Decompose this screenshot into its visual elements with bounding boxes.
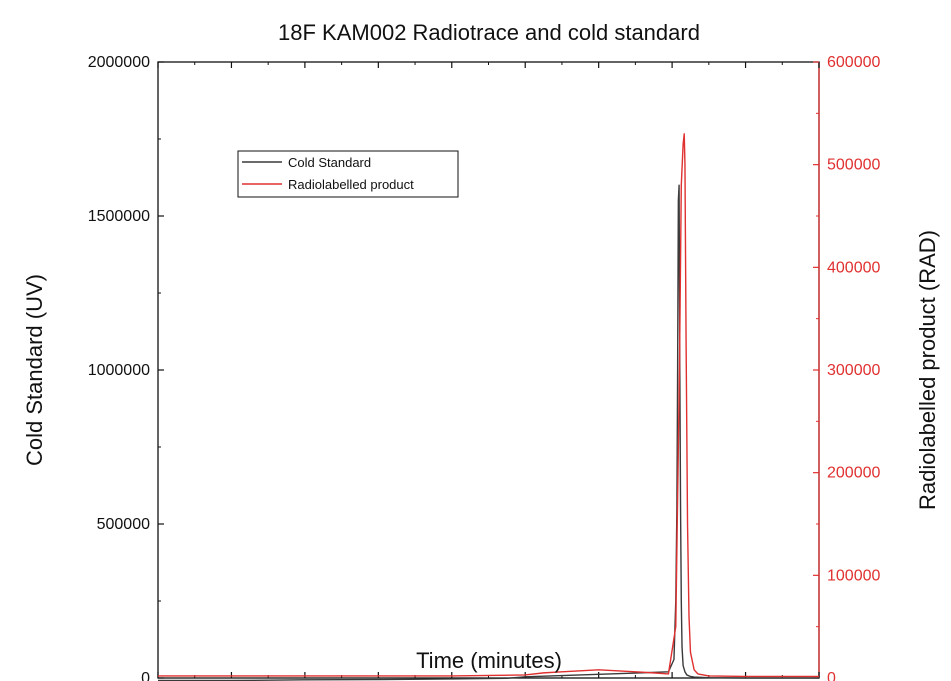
right-axis-ticks: 0 100000 200000 300000 400000 500000 600000 bbox=[813, 54, 880, 681]
legend: Cold Standard Radiolabelled product bbox=[237, 150, 459, 198]
legend-label-radiolabelled: Radiolabelled product bbox=[288, 177, 414, 192]
y-tick-label: 1000000 bbox=[88, 362, 150, 379]
legend-box bbox=[237, 150, 459, 198]
series-layer bbox=[158, 133, 819, 681]
y-tick-label: 500000 bbox=[97, 516, 150, 533]
left-axis-ticks: 0 500000 1000000 1500000 2000000 bbox=[88, 54, 164, 681]
series-line-cold-standard bbox=[158, 184, 819, 681]
chart-title: 18F KAM002 Radiotrace and cold standard bbox=[278, 20, 700, 45]
y-tick-label: 0 bbox=[141, 670, 150, 681]
x-axis-label: Time (minutes) bbox=[416, 648, 562, 673]
y-tick-label: 2000000 bbox=[88, 54, 150, 71]
y2-tick-label: 200000 bbox=[827, 465, 880, 482]
legend-label-cold-standard: Cold Standard bbox=[288, 155, 371, 170]
y2-tick-label: 100000 bbox=[827, 567, 880, 584]
y-axis-label: Cold Standard (UV) bbox=[22, 274, 47, 466]
series-line-radiolabelled-product bbox=[158, 133, 819, 678]
y2-tick-label: 0 bbox=[827, 670, 836, 681]
y2-tick-label: 400000 bbox=[827, 259, 880, 276]
y2-tick-label: 300000 bbox=[827, 362, 880, 379]
y2-tick-label: 600000 bbox=[827, 54, 880, 71]
y-tick-label: 1500000 bbox=[88, 208, 150, 225]
y2-axis-label: Radiolabelled product (RAD) bbox=[915, 230, 940, 510]
y2-tick-label: 500000 bbox=[827, 157, 880, 174]
